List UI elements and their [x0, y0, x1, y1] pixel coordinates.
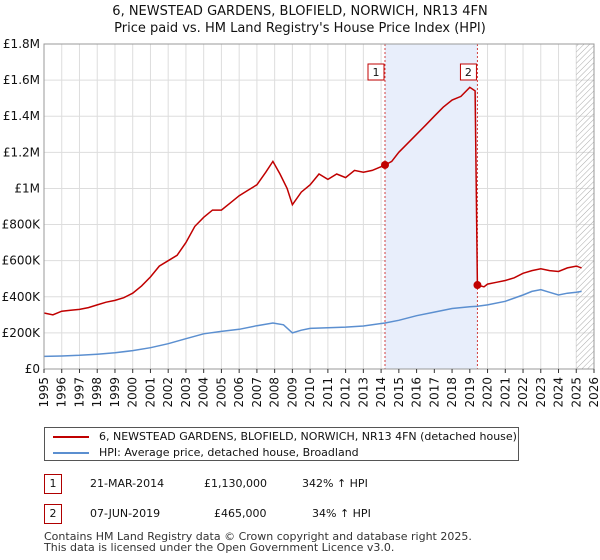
- sale-date: 21-MAR-2014: [90, 477, 165, 490]
- x-tick-label: 2022: [516, 377, 530, 408]
- legend-item-hpi: HPI: Average price, detached house, Broa…: [53, 445, 359, 461]
- x-tick-label: 1996: [55, 377, 69, 408]
- sale-hpi-change: 34% ↑ HPI: [312, 507, 371, 520]
- x-tick-label: 2008: [268, 377, 282, 408]
- x-tick-label: 2007: [250, 377, 264, 408]
- x-tick-label: 2010: [303, 377, 317, 408]
- x-tick-label: 2011: [321, 377, 335, 408]
- footer-copyright: Contains HM Land Registry data © Crown c…: [44, 531, 472, 553]
- sale-annotation-label: 1: [373, 66, 380, 79]
- sale-price: £1,130,000: [204, 477, 267, 490]
- sale-annotation-label: 2: [465, 66, 472, 79]
- y-tick-label: £800K: [2, 218, 42, 232]
- x-tick-label: 1998: [90, 377, 104, 408]
- y-tick-label: £600K: [2, 254, 42, 268]
- price-chart: 1 2 £0 £200K £400K £600K £800K £1M £1.2M £1.4M £1…: [2, 37, 600, 408]
- sale-point: [473, 281, 482, 290]
- legend-label-hpi: HPI: Average price, detached house, Broa…: [99, 446, 359, 459]
- x-tick-label: 2002: [161, 377, 175, 408]
- x-tick-label: 2019: [463, 377, 477, 408]
- y-tick-label: £1.8M: [3, 37, 40, 51]
- sale-point: [381, 160, 389, 169]
- x-tick-label: 2017: [427, 377, 441, 408]
- x-tick-label: 1995: [37, 377, 51, 408]
- hatched-region: [576, 44, 594, 369]
- x-tick-label: 2023: [534, 377, 548, 408]
- sale-annotation-box: [367, 63, 385, 81]
- sale-marker-1: 1: [44, 474, 62, 494]
- y-tick-label: £200K: [2, 326, 42, 340]
- sale-marker-2: 2: [44, 504, 62, 524]
- chart-title-line2: Price paid vs. HM Land Registry's House …: [114, 21, 486, 36]
- x-tick-label: 2016: [410, 377, 424, 408]
- x-tick-label: 2000: [126, 377, 140, 408]
- chart-legend: 6, NEWSTEAD GARDENS, BLOFIELD, NORWICH, …: [44, 427, 519, 461]
- hpi-line: [43, 288, 582, 358]
- sale-annotation-box: [459, 63, 477, 81]
- legend-swatch-property: [53, 436, 89, 438]
- y-tick-label: £1.6M: [3, 73, 40, 87]
- x-tick-label: 2018: [445, 377, 459, 408]
- x-tick-label: 2006: [232, 377, 246, 408]
- x-tick-label: 2015: [392, 377, 406, 408]
- footer-line-2: This data is licensed under the Open Gov…: [44, 541, 395, 554]
- y-tick-label: £1.2M: [3, 145, 40, 159]
- x-tick-label: 2014: [374, 377, 388, 408]
- x-tick-label: 2009: [285, 377, 299, 408]
- property-price-line: [43, 86, 582, 316]
- highlight-span: [385, 44, 478, 369]
- x-tick-label: 2012: [339, 377, 353, 408]
- sale-date: 07-JUN-2019: [90, 507, 161, 520]
- x-tick-label: 2001: [143, 377, 157, 408]
- chart-title-line1: 6, NEWSTEAD GARDENS, BLOFIELD, NORWICH, …: [112, 4, 488, 19]
- footer-line-1: Contains HM Land Registry data © Crown c…: [44, 530, 472, 543]
- x-tick-label: 2003: [179, 377, 193, 408]
- x-tick-label: 2020: [481, 377, 495, 408]
- x-tick-label: 2004: [197, 377, 211, 408]
- plot-frame: [43, 43, 595, 370]
- x-tick-label: 1997: [72, 377, 86, 408]
- y-tick-label: £0: [25, 362, 40, 376]
- x-tick-label: 2025: [569, 377, 583, 408]
- y-tick-label: £1M: [14, 181, 40, 195]
- legend-label-property: 6, NEWSTEAD GARDENS, BLOFIELD, NORWICH, …: [99, 430, 517, 443]
- x-tick-label: 2024: [552, 377, 566, 408]
- x-tick-label: 1999: [108, 377, 122, 408]
- y-tick-label: £400K: [2, 290, 42, 304]
- plot-area: [44, 44, 594, 369]
- sale-price: £465,000: [214, 507, 267, 520]
- y-tick-label: £1.4M: [3, 109, 40, 123]
- sale-hpi-change: 342% ↑ HPI: [302, 477, 368, 490]
- legend-item-property: 6, NEWSTEAD GARDENS, BLOFIELD, NORWICH, …: [53, 429, 517, 445]
- x-tick-label: 2013: [356, 377, 370, 408]
- legend-swatch-hpi: [53, 452, 89, 454]
- x-tick-label: 2021: [498, 377, 512, 408]
- x-tick-label: 2026: [587, 377, 600, 408]
- x-tick-label: 2005: [214, 377, 228, 408]
